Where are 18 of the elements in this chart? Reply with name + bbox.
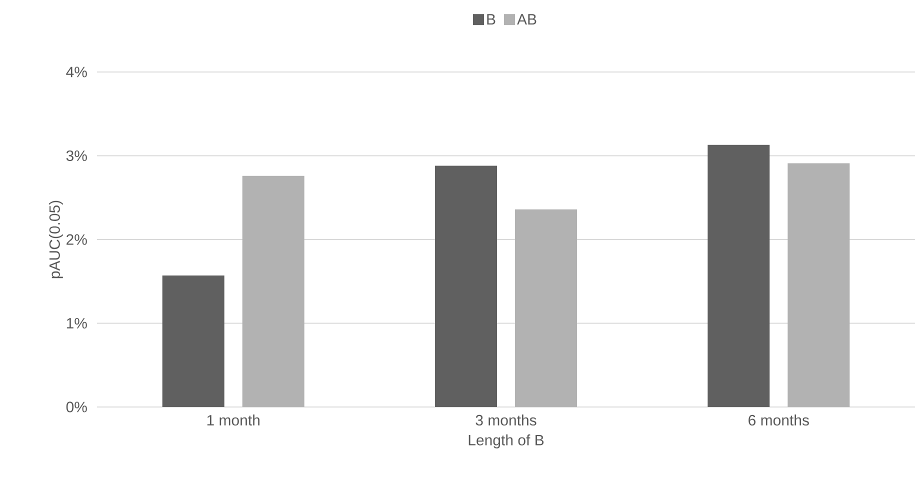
legend-label: AB (517, 14, 536, 24)
y-tick-label: 3% (66, 150, 87, 162)
y-axis-title: pAUC(0.05) (48, 200, 63, 278)
x-tick-label: 6 months (748, 414, 809, 426)
legend-label: B (487, 14, 496, 24)
x-axis-title: Length of B (468, 434, 544, 448)
y-tick-label: 0% (66, 402, 87, 412)
x-tick-label: 3 months (476, 414, 536, 426)
bar (788, 163, 850, 407)
bar (242, 176, 304, 407)
x-tick-label: 1 month (207, 414, 260, 426)
y-tick-label: 2% (66, 234, 87, 245)
bar (515, 209, 578, 407)
bar (162, 276, 224, 407)
bar (435, 166, 498, 407)
y-tick-label: 1% (66, 318, 87, 329)
y-tick-label: 4% (66, 66, 87, 78)
bar (708, 144, 770, 407)
